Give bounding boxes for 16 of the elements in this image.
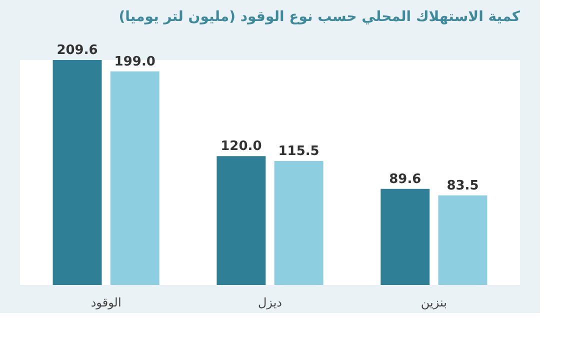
- x-tick-label: الوقود: [90, 296, 122, 310]
- bar: [52, 60, 102, 285]
- bar: [438, 195, 488, 285]
- bar: [216, 156, 266, 285]
- data-label: 199.0: [114, 54, 156, 70]
- data-label: 83.5: [446, 178, 479, 194]
- data-label: 209.6: [56, 43, 98, 58]
- bar: [380, 188, 430, 285]
- chart-title: كمية الاستهلاك المحلي حسب نوع الوقود (مليون لتر يوميا): [118, 9, 521, 25]
- x-tick-label: بنزين: [420, 296, 447, 310]
- x-tick-label: ديزل: [258, 296, 282, 310]
- data-label: 120.0: [220, 139, 262, 154]
- bar: [274, 161, 324, 285]
- bar: [110, 71, 160, 285]
- data-label: 115.5: [278, 144, 320, 160]
- data-label: 89.6: [389, 172, 422, 187]
